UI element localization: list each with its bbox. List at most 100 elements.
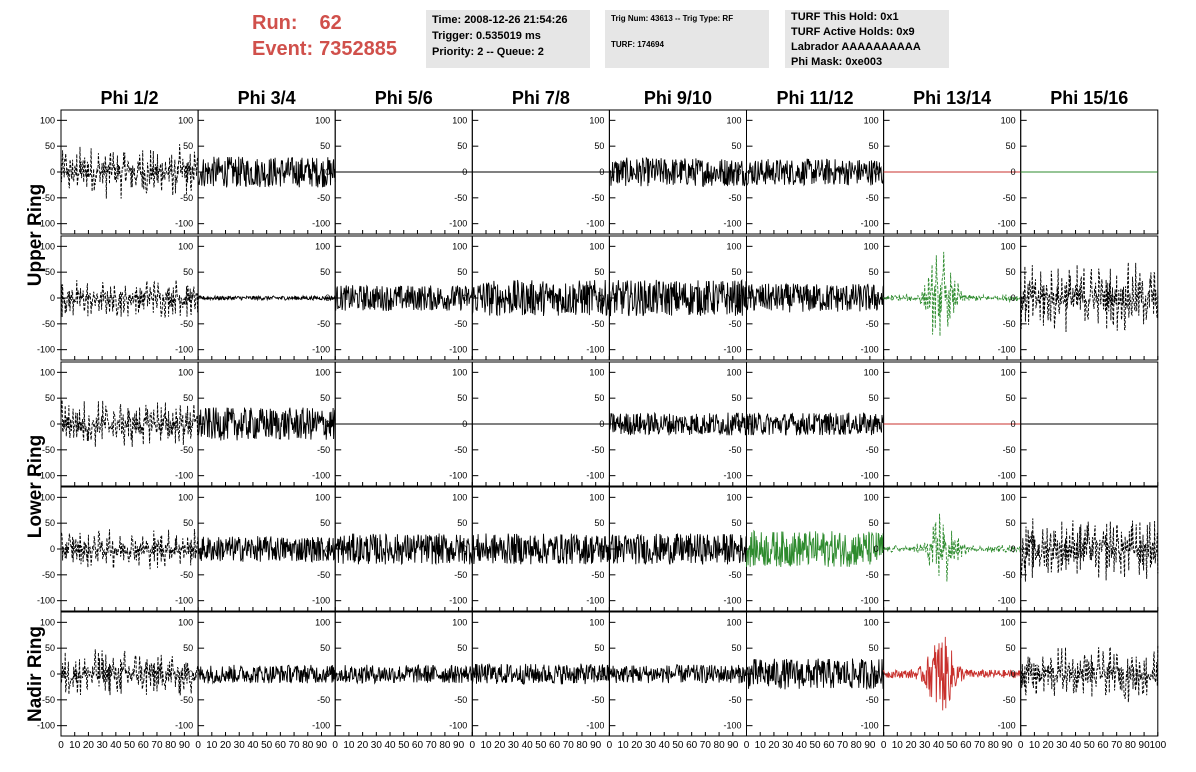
y-tick-label: -100 bbox=[175, 219, 193, 229]
y-tick-label: 50 bbox=[1006, 518, 1016, 528]
y-tick-label: 100 bbox=[1001, 115, 1016, 125]
waveform-trace bbox=[471, 662, 610, 685]
y-tick-label: 50 bbox=[731, 518, 741, 528]
y-tick-label: -100 bbox=[586, 345, 604, 355]
waveform-trace bbox=[197, 664, 336, 685]
y-tick-label: 50 bbox=[1006, 141, 1016, 151]
y-tick-label: -50 bbox=[591, 319, 604, 329]
y-tick-label: -100 bbox=[586, 471, 604, 481]
y-tick-label: 0 bbox=[599, 419, 604, 429]
waveform-trace bbox=[746, 529, 885, 568]
x-tick-label: 20 bbox=[1043, 740, 1055, 751]
y-tick-label: 100 bbox=[40, 115, 55, 125]
y-tick-label: -100 bbox=[998, 219, 1016, 229]
y-tick-label: -100 bbox=[449, 471, 467, 481]
y-tick-label: -100 bbox=[312, 471, 330, 481]
y-tick-label: 0 bbox=[874, 293, 879, 303]
x-tick-label: 70 bbox=[289, 740, 301, 751]
y-tick-label: 0 bbox=[599, 293, 604, 303]
x-tick-label: 50 bbox=[535, 740, 547, 751]
y-tick-label: -100 bbox=[723, 721, 741, 731]
y-tick-label: -100 bbox=[998, 596, 1016, 606]
x-tick-label: 50 bbox=[947, 740, 959, 751]
waveform-trace bbox=[608, 533, 747, 565]
x-tick-label: 50 bbox=[1084, 740, 1096, 751]
y-tick-label: 100 bbox=[40, 241, 55, 251]
y-tick-label: 0 bbox=[50, 419, 55, 429]
y-tick-label: -100 bbox=[586, 219, 604, 229]
row-label: Upper Ring bbox=[25, 184, 46, 286]
y-tick-label: -50 bbox=[180, 695, 193, 705]
y-tick-label: -100 bbox=[37, 596, 55, 606]
y-tick-label: 0 bbox=[462, 419, 467, 429]
y-tick-label: 100 bbox=[178, 367, 193, 377]
y-tick-label: 50 bbox=[320, 643, 330, 653]
y-tick-label: 0 bbox=[325, 544, 330, 554]
x-tick-label: 20 bbox=[83, 740, 95, 751]
y-tick-label: 0 bbox=[50, 669, 55, 679]
x-tick-label: 20 bbox=[631, 740, 643, 751]
y-tick-label: -100 bbox=[175, 471, 193, 481]
y-tick-label: -100 bbox=[861, 345, 879, 355]
y-tick-label: -50 bbox=[591, 193, 604, 203]
x-tick-label: 40 bbox=[796, 740, 808, 751]
y-tick-label: 0 bbox=[188, 544, 193, 554]
y-tick-label: 0 bbox=[1011, 167, 1016, 177]
time-line: Time: 2008-12-26 21:54:26 bbox=[432, 14, 568, 26]
y-tick-label: -100 bbox=[37, 345, 55, 355]
y-tick-label: 50 bbox=[320, 393, 330, 403]
y-tick-label: 100 bbox=[726, 617, 741, 627]
y-tick-label: 0 bbox=[1011, 293, 1016, 303]
column-header: Phi 11/12 bbox=[777, 88, 854, 108]
y-tick-label: 0 bbox=[599, 544, 604, 554]
waveform-trace bbox=[334, 664, 473, 685]
panel-frame bbox=[1020, 235, 1159, 361]
y-tick-label: 0 bbox=[736, 544, 741, 554]
x-tick-label: 20 bbox=[905, 740, 917, 751]
waveform-trace bbox=[197, 407, 336, 441]
x-tick-label: 60 bbox=[275, 740, 287, 751]
x-tick-label: 70 bbox=[426, 740, 438, 751]
y-tick-label: -50 bbox=[42, 570, 55, 580]
row-label: Nadir Ring bbox=[25, 626, 46, 722]
y-tick-label: 0 bbox=[188, 167, 193, 177]
x-tick-label: 10 bbox=[618, 740, 630, 751]
y-tick-label: -50 bbox=[317, 445, 330, 455]
y-tick-label: 100 bbox=[589, 492, 604, 502]
column-header: Phi 15/16 bbox=[1050, 88, 1128, 108]
y-tick-label: 100 bbox=[726, 241, 741, 251]
y-tick-label: 50 bbox=[45, 393, 55, 403]
y-tick-label: 100 bbox=[40, 367, 55, 377]
x-tick-label: 60 bbox=[549, 740, 561, 751]
column-header: Phi 9/10 bbox=[644, 88, 712, 108]
y-tick-label: 50 bbox=[457, 141, 467, 151]
y-tick-label: -50 bbox=[317, 193, 330, 203]
x-tick-label: 90 bbox=[316, 740, 328, 751]
x-tick-label: 40 bbox=[659, 740, 671, 751]
x-tick-label: 10 bbox=[206, 740, 218, 751]
turf-hold-line: TURF This Hold: 0x1 bbox=[791, 11, 899, 23]
y-tick-label: -50 bbox=[317, 695, 330, 705]
x-tick-label: 0 bbox=[58, 740, 64, 751]
y-tick-label: 50 bbox=[1006, 267, 1016, 277]
y-tick-label: -50 bbox=[454, 193, 467, 203]
y-tick-label: 0 bbox=[874, 419, 879, 429]
y-tick-label: -100 bbox=[723, 219, 741, 229]
y-tick-label: 100 bbox=[315, 617, 330, 627]
y-tick-label: -50 bbox=[454, 695, 467, 705]
column-header: Phi 3/4 bbox=[238, 88, 296, 108]
y-tick-label: -100 bbox=[723, 596, 741, 606]
x-tick-label: 60 bbox=[686, 740, 698, 751]
x-tick-label: 70 bbox=[837, 740, 849, 751]
y-tick-label: 0 bbox=[736, 293, 741, 303]
y-tick-label: 0 bbox=[1011, 419, 1016, 429]
y-tick-label: -50 bbox=[1003, 695, 1016, 705]
row-label: Lower Ring bbox=[25, 435, 46, 538]
y-tick-label: 50 bbox=[869, 141, 879, 151]
y-tick-label: 50 bbox=[457, 518, 467, 528]
x-tick-label: 20 bbox=[220, 740, 232, 751]
y-tick-label: -50 bbox=[1003, 570, 1016, 580]
y-tick-label: 100 bbox=[40, 492, 55, 502]
labrador-line: Labrador AAAAAAAAAA bbox=[791, 41, 921, 53]
